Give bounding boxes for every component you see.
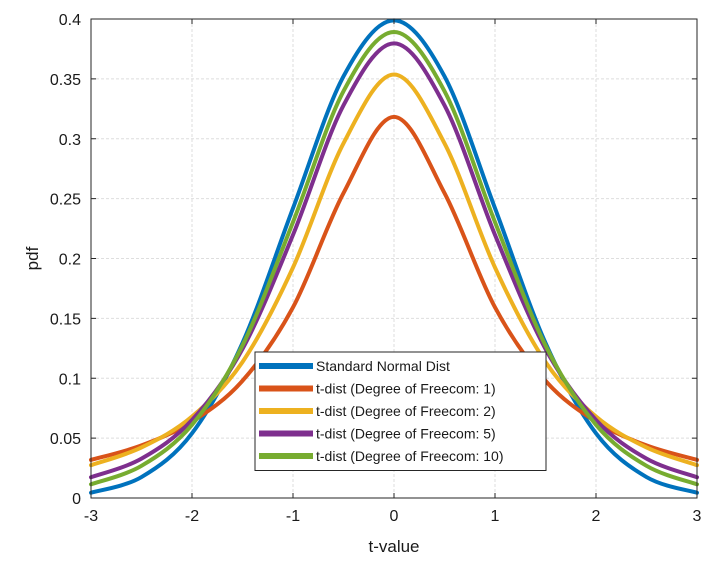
legend: Standard Normal Dist t-dist (Degree of Fr… [254,351,547,471]
series-line-5 [89,30,699,487]
series-lines [89,18,699,495]
y-tick-label: 0 [72,491,81,508]
y-tick-label: 0.4 [59,12,81,29]
y-tick-label: 0.15 [50,311,81,328]
x-tick-label: 0 [390,508,399,525]
x-tick-label: 1 [491,508,500,525]
y-tick-label: 0.05 [50,431,81,448]
x-tick-label: -3 [84,508,98,525]
y-tick-label: 0.1 [59,371,81,388]
legend-label: t-dist (Degree of Freecom: 2) [316,403,496,419]
x-tick-label: -1 [286,508,300,525]
legend-label: t-dist (Degree of Freecom: 10) [316,448,504,464]
x-tick-label: 3 [693,508,702,525]
y-tick-label: 0.35 [50,72,81,89]
series-line-2 [89,114,699,462]
x-tick-label: 2 [592,508,601,525]
y-tick-label: 0.2 [59,252,81,269]
y-axis-label: pdf [23,246,42,270]
legend-label: t-dist (Degree of Freecom: 5) [316,426,496,442]
y-tick-label: 0.3 [59,132,81,149]
legend-label: t-dist (Degree of Freecom: 1) [316,381,496,397]
legend-label: Standard Normal Dist [316,358,450,374]
tick-labels: -3 -2 -1 0 1 2 3 0 0.05 0.1 0.15 0.2 0.25 0.3 0.35 0.4 [50,12,702,525]
x-tick-label: -2 [185,508,199,525]
x-axis-label: t-value [368,537,419,556]
y-tick-label: 0.25 [50,192,81,209]
